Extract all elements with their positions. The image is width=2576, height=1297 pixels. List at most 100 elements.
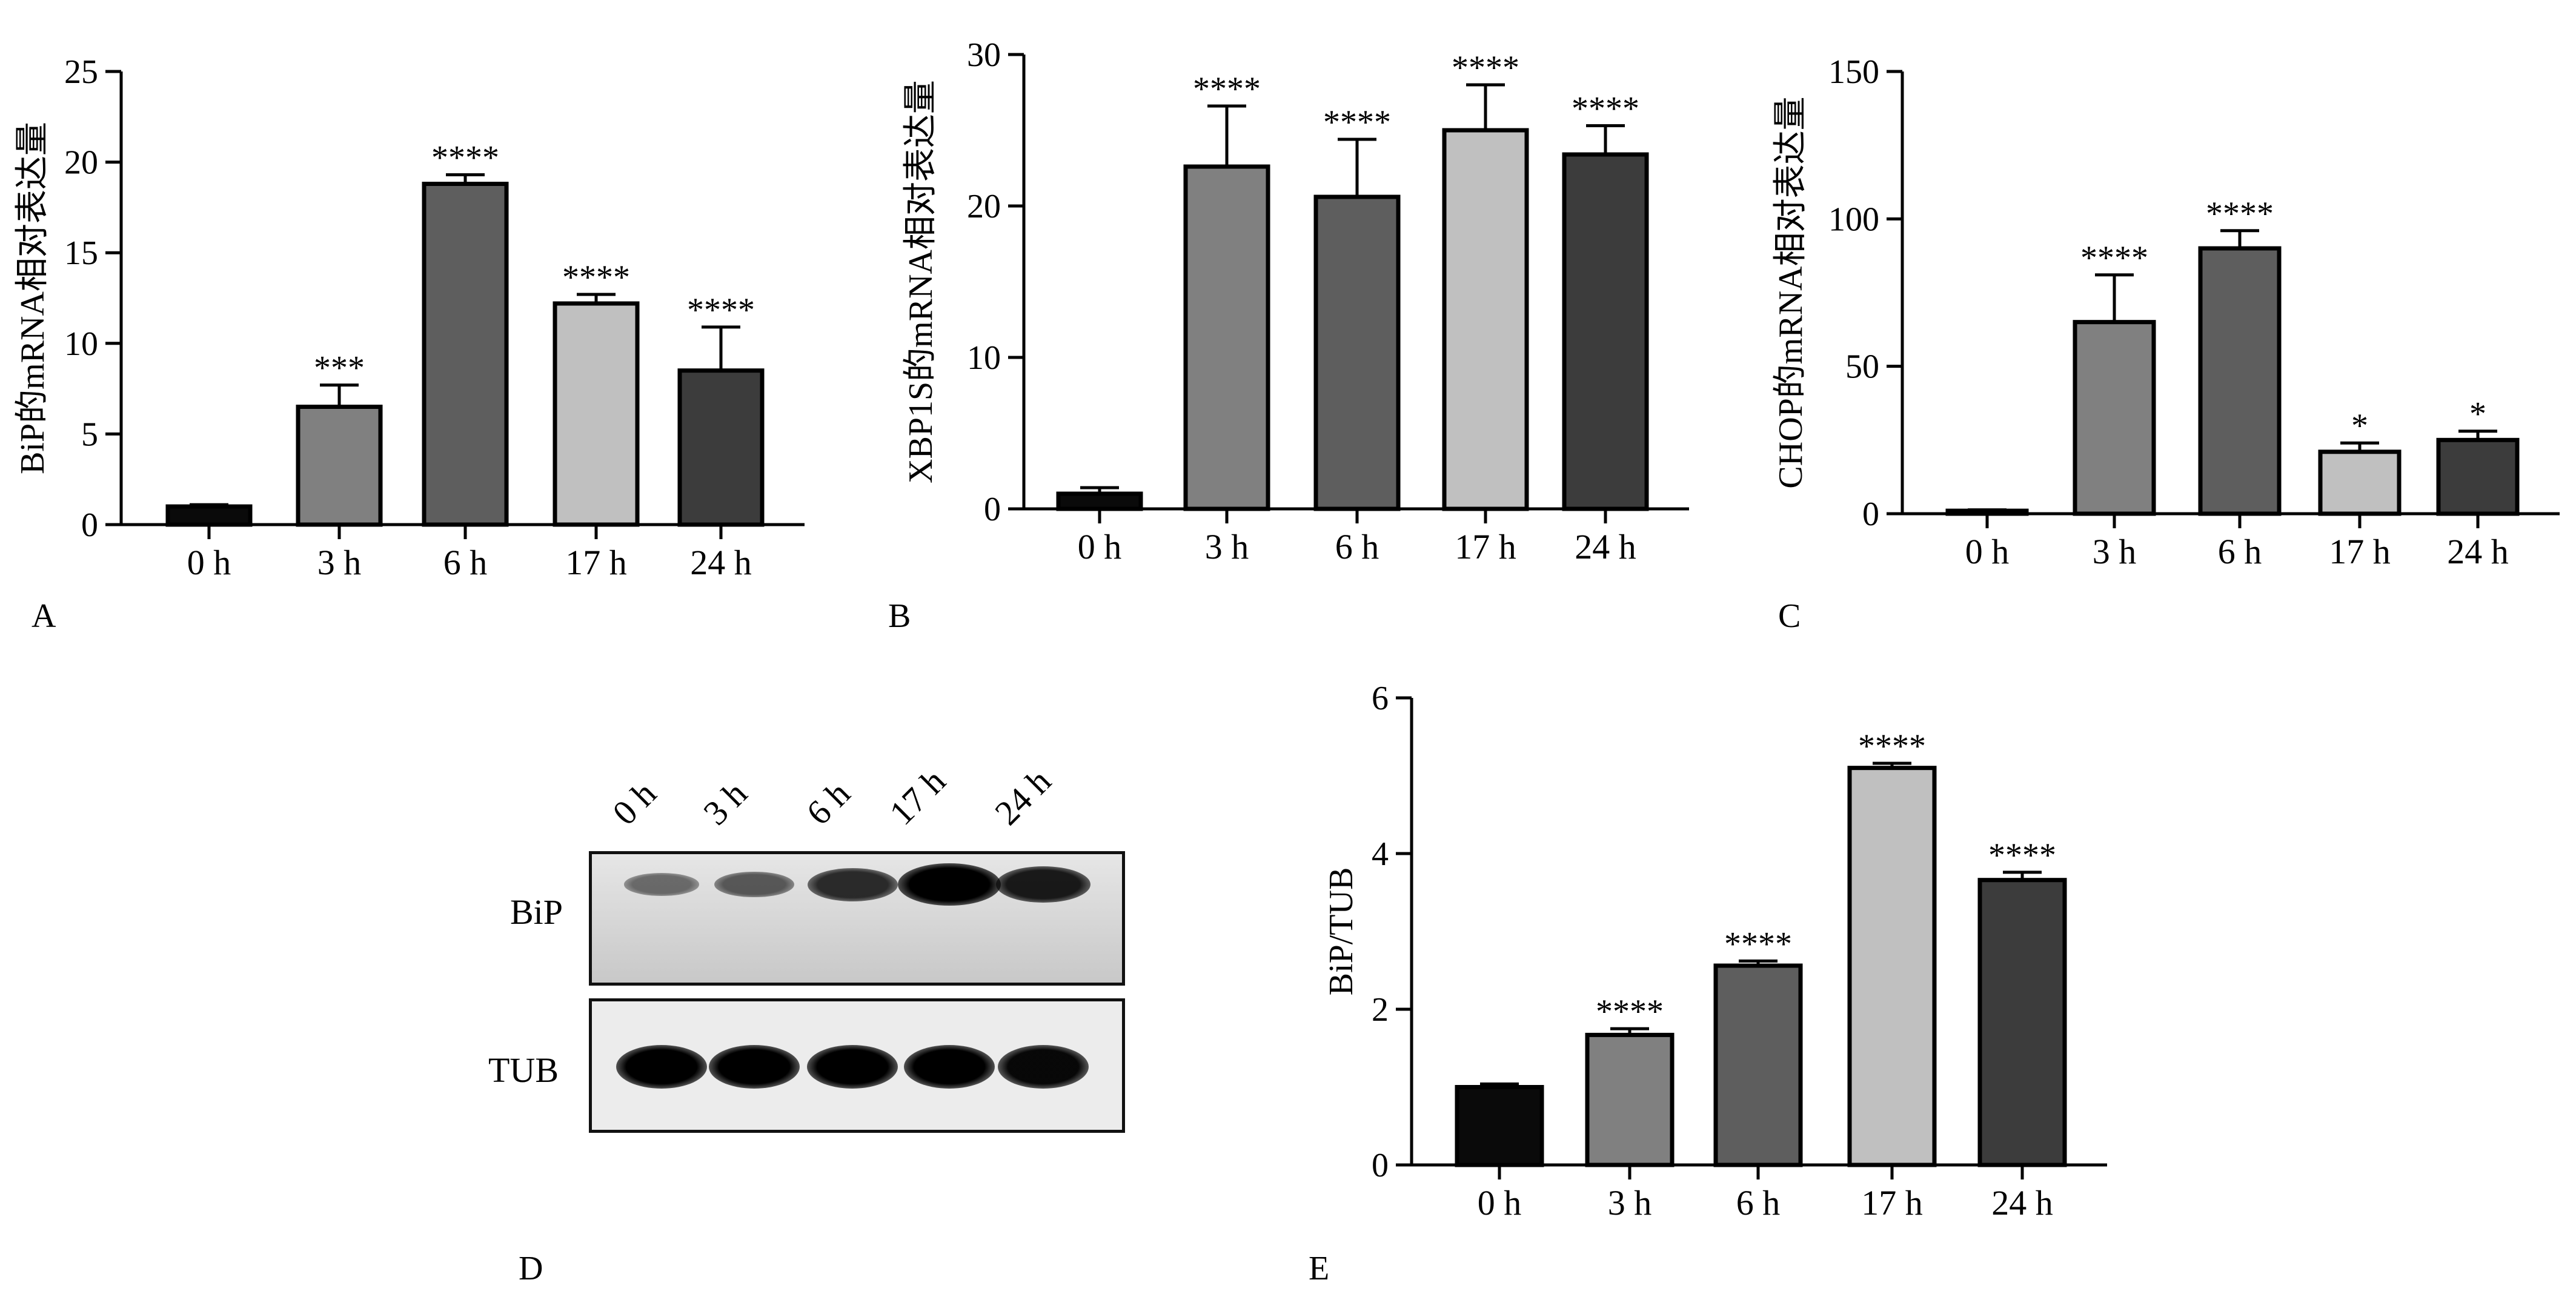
- chart-bip-tub-ratio: 0 2 4 6 BiP/TUB 0 h 3 h **** 6 h **** 17 h **** 24 h…: [1323, 680, 2107, 1222]
- x-tick-label: 24 h: [690, 543, 752, 582]
- significance-label: ****: [1596, 993, 1664, 1030]
- y-tick-label: 10: [64, 325, 98, 363]
- significance-label: ****: [562, 259, 630, 296]
- panel-letter-c: C: [1778, 597, 1801, 635]
- significance-label: ****: [1452, 49, 1519, 87]
- y-tick-label: 20: [64, 144, 98, 182]
- y-tick-label: 6: [1372, 680, 1389, 717]
- y-tick-label: 30: [967, 36, 1001, 74]
- blot-membrane-bip: [589, 851, 1125, 986]
- x-tick-label: 6 h: [2218, 532, 2262, 571]
- y-tick-label: 100: [1828, 201, 1879, 238]
- panel-letter-e: E: [1309, 1250, 1330, 1287]
- bar: [165, 504, 253, 527]
- bar: [1056, 491, 1143, 511]
- blot-band: [807, 1045, 898, 1089]
- bar: [1847, 766, 1937, 1167]
- bar: [1977, 878, 2067, 1167]
- significance-label: ***: [314, 350, 365, 387]
- bar: [2436, 437, 2520, 516]
- significance-label: *: [2469, 396, 2486, 433]
- y-axis-label: BiP/TUB: [1323, 867, 1360, 996]
- significance-label: ****: [687, 291, 755, 329]
- blot-band: [616, 1045, 707, 1089]
- blot-row-label-tub: TUB: [488, 1050, 559, 1090]
- bar: [1585, 1032, 1675, 1167]
- x-tick-label: 0 h: [1078, 527, 1122, 566]
- x-tick-label: 6 h: [443, 543, 488, 582]
- y-tick-label: 10: [967, 339, 1001, 377]
- blot-row-label-bip: BiP: [510, 892, 563, 932]
- y-tick-label: 2: [1372, 991, 1389, 1029]
- bar: [296, 405, 383, 527]
- x-tick-label: 17 h: [1455, 527, 1516, 566]
- y-tick-label: 15: [64, 234, 98, 272]
- bar: [1945, 508, 2029, 516]
- significance-label: ****: [431, 139, 499, 177]
- y-tick-label: 0: [1372, 1147, 1389, 1184]
- y-axis-label: BiP的mRNA相对表达量: [14, 122, 51, 474]
- x-tick-label: 17 h: [2329, 532, 2391, 571]
- y-tick-label: 0: [81, 506, 98, 544]
- y-tick-label: 50: [1845, 348, 1879, 386]
- x-tick-label: 3 h: [1205, 527, 1249, 566]
- bar: [553, 301, 640, 527]
- x-tick-label: 6 h: [1736, 1183, 1781, 1222]
- x-tick-label: 0 h: [1478, 1183, 1522, 1222]
- bar: [1183, 164, 1270, 511]
- y-tick-label: 0: [1862, 496, 1879, 533]
- x-tick-label: 17 h: [565, 543, 627, 582]
- blot-band: [807, 867, 898, 901]
- significance-label: ****: [1724, 925, 1792, 963]
- x-tick-label: 3 h: [2093, 532, 2137, 571]
- blot-band: [996, 866, 1090, 903]
- significance-label: ****: [1323, 104, 1391, 141]
- bar: [1562, 152, 1649, 511]
- y-tick-label: 5: [81, 416, 98, 453]
- x-tick-label: 24 h: [2447, 532, 2509, 571]
- significance-label: ****: [2080, 239, 2148, 277]
- significance-label: *: [2351, 407, 2368, 445]
- significance-label: ****: [1572, 90, 1639, 128]
- y-axis-label: XBP1S的mRNA相对表达量: [902, 80, 940, 483]
- x-tick-label: 3 h: [1608, 1183, 1652, 1222]
- significance-label: ****: [2206, 195, 2274, 233]
- bar: [2073, 320, 2156, 516]
- x-tick-label: 6 h: [1335, 527, 1379, 566]
- bar: [1455, 1085, 1544, 1167]
- blot-band: [898, 863, 1001, 906]
- x-tick-label: 17 h: [1861, 1183, 1923, 1222]
- blot-band: [709, 1045, 800, 1089]
- significance-label: ****: [1858, 728, 1926, 765]
- bar: [422, 182, 509, 527]
- x-tick-label: 24 h: [1575, 527, 1636, 566]
- bar: [1713, 963, 1803, 1167]
- bar: [677, 368, 765, 527]
- y-axis-label: CHOP的mRNA相对表达量: [1772, 96, 1810, 488]
- significance-label: ****: [1193, 70, 1261, 108]
- y-tick-label: 4: [1372, 835, 1389, 873]
- blot-band: [623, 873, 700, 896]
- blot-band: [904, 1045, 995, 1089]
- panel-letter-d: D: [519, 1250, 543, 1287]
- chart-xbp1s-mrna: 0 10 20 30 XBP1S的mRNA相对表达量 0 h 3 h **** 6 h **** 1…: [902, 36, 1689, 566]
- y-tick-label: 0: [984, 491, 1001, 528]
- x-tick-label: 0 h: [187, 543, 231, 582]
- y-tick-label: 25: [64, 53, 98, 91]
- bar: [2198, 246, 2282, 516]
- panel-letter-a: A: [32, 597, 56, 635]
- y-tick-label: 150: [1828, 53, 1879, 91]
- x-tick-label: 3 h: [317, 543, 362, 582]
- y-tick-label: 20: [967, 188, 1001, 225]
- blot-band: [714, 871, 794, 898]
- blot-membrane-tub: [589, 998, 1125, 1133]
- x-tick-label: 0 h: [1965, 532, 2010, 571]
- bar: [1313, 194, 1401, 511]
- bar: [2318, 449, 2402, 516]
- bar: [1442, 128, 1529, 511]
- chart-bip-mrna: 0 5 10 15 20 25 BiP的mRNA相对表达量 0 h 3 h *** 6 h **** 1…: [14, 53, 805, 582]
- panel-letter-b: B: [888, 597, 911, 635]
- blot-band: [998, 1045, 1089, 1089]
